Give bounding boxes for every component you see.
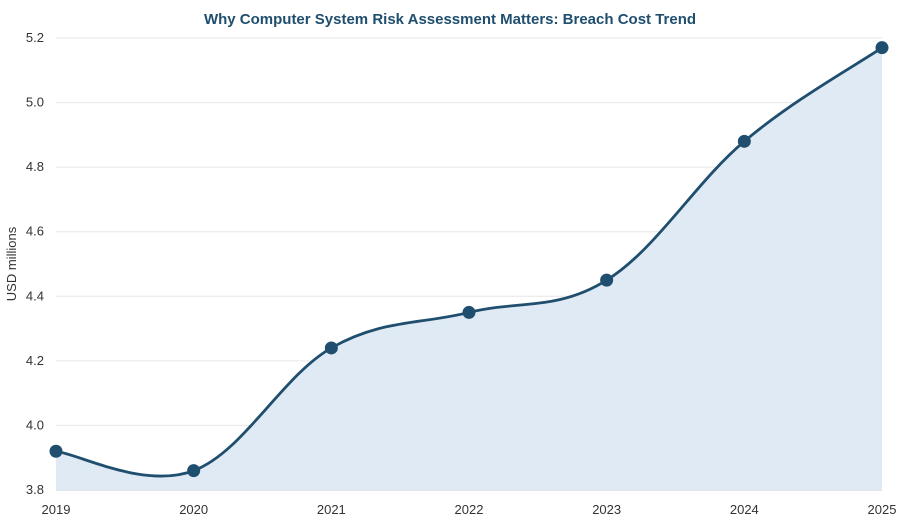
x-tick-label: 2025: [868, 502, 897, 517]
data-point-2019[interactable]: [49, 444, 63, 458]
y-axis-title: USD millions: [4, 226, 19, 301]
data-point-2022[interactable]: [462, 305, 476, 319]
x-tick-label: 2020: [179, 502, 208, 517]
x-tick-label: 2021: [317, 502, 346, 517]
y-tick-label: 4.4: [26, 288, 44, 303]
y-tick-label: 4.8: [26, 159, 44, 174]
x-tick-label: 2019: [42, 502, 71, 517]
y-tick-label: 4.0: [26, 417, 44, 432]
y-tick-label: 5.2: [26, 30, 44, 45]
y-tick-label: 5.0: [26, 95, 44, 110]
x-tick-label: 2022: [455, 502, 484, 517]
data-point-2024[interactable]: [737, 134, 751, 148]
data-point-2021[interactable]: [324, 341, 338, 355]
y-axis-ticks: 3.8 4.0 4.2 4.4 4.6 4.8 5.0 5.2: [26, 30, 44, 497]
chart-title: Why Computer System Risk Assessment Matt…: [204, 11, 696, 28]
area-fill: [56, 47, 882, 490]
y-tick-label: 4.2: [26, 353, 44, 368]
x-axis-ticks: 2019 2020 2021 2022 2023 2024 2025: [42, 502, 897, 517]
y-tick-label: 4.6: [26, 224, 44, 239]
data-point-2023[interactable]: [600, 273, 614, 287]
y-tick-label: 3.8: [26, 482, 44, 497]
data-markers: [49, 41, 889, 478]
x-tick-label: 2023: [592, 502, 621, 517]
x-tick-label: 2024: [730, 502, 759, 517]
data-point-2020[interactable]: [187, 464, 201, 478]
data-point-2025[interactable]: [875, 41, 889, 55]
